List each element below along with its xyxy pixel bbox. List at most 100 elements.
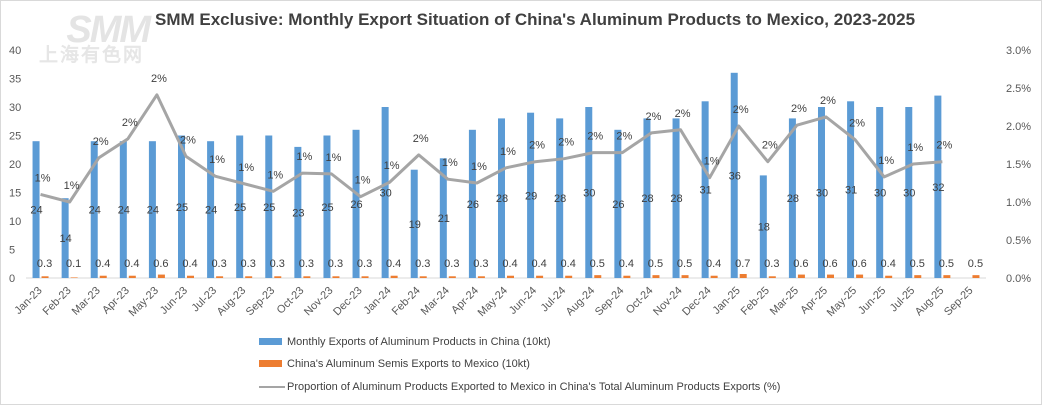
bar-total-exports[interactable]	[148, 141, 156, 278]
bar-mexico-exports[interactable]	[419, 276, 427, 278]
bar-total-exports[interactable]	[439, 158, 447, 278]
bar-total-exports[interactable]	[527, 112, 535, 278]
bar-total-exports[interactable]	[265, 135, 273, 279]
bar-total-exports[interactable]	[119, 141, 127, 278]
label-total-exports: 30	[583, 188, 595, 200]
bar-mexico-exports[interactable]	[856, 274, 864, 278]
bar-mexico-exports[interactable]	[623, 275, 631, 278]
bar-mexico-exports[interactable]	[652, 275, 660, 278]
bar-total-exports[interactable]	[61, 198, 69, 278]
bar-mexico-exports[interactable]	[157, 274, 165, 278]
label-mexico-exports: 0.6	[851, 258, 866, 270]
bar-total-exports[interactable]	[207, 141, 215, 278]
label-mexico-exports: 0.6	[153, 258, 168, 270]
y2-tick-label: 1.0%	[1006, 197, 1031, 209]
bar-total-exports[interactable]	[759, 175, 767, 278]
bar-total-exports[interactable]	[178, 135, 185, 279]
label-total-exports: 25	[234, 202, 246, 214]
bar-mexico-exports[interactable]	[536, 275, 544, 278]
bar-mexico-exports[interactable]	[99, 275, 107, 278]
label-mexico-exports: 0.4	[561, 258, 576, 270]
bar-mexico-exports[interactable]	[914, 275, 922, 278]
bar-mexico-exports[interactable]	[943, 275, 951, 278]
label-mexico-exports: 0.4	[124, 258, 139, 270]
bar-total-exports[interactable]	[32, 141, 40, 278]
bar-mexico-exports[interactable]	[216, 276, 224, 278]
bar-total-exports[interactable]	[643, 118, 651, 279]
bar-total-exports[interactable]	[352, 129, 360, 278]
label-total-exports: 21	[438, 213, 450, 225]
label-mexico-exports: 0.4	[386, 258, 401, 270]
label-mexico-exports: 0.4	[619, 258, 634, 270]
bar-total-exports[interactable]	[556, 118, 564, 279]
bar-total-exports[interactable]	[934, 95, 942, 278]
series-total-exports	[32, 72, 942, 279]
label-total-exports: 26	[467, 199, 479, 211]
bar-mexico-exports[interactable]	[361, 276, 369, 278]
bar-mexico-exports[interactable]	[303, 276, 311, 278]
y-tick-label: 30	[9, 102, 21, 114]
bar-total-exports[interactable]	[876, 107, 884, 278]
x-tick-label: Mar-24	[419, 285, 452, 318]
y-tick-label: 40	[9, 45, 21, 57]
bar-mexico-exports[interactable]	[594, 275, 602, 278]
bar-mexico-exports[interactable]	[710, 275, 718, 278]
bar-mexico-exports[interactable]	[70, 277, 78, 278]
legend-swatch-gray-line	[259, 386, 285, 388]
bar-mexico-exports[interactable]	[972, 275, 980, 278]
bar-mexico-exports[interactable]	[797, 274, 805, 278]
bar-total-exports[interactable]	[818, 107, 825, 278]
bar-total-exports[interactable]	[294, 146, 302, 278]
bar-mexico-exports[interactable]	[274, 276, 282, 278]
bar-total-exports[interactable]	[498, 118, 505, 279]
bar-mexico-exports[interactable]	[681, 275, 689, 278]
bar-total-exports[interactable]	[847, 101, 855, 278]
line-proportion[interactable]	[40, 93, 943, 204]
bar-mexico-exports[interactable]	[128, 275, 136, 278]
bar-total-exports[interactable]	[585, 107, 593, 278]
label-proportion: 2%	[820, 95, 836, 107]
bar-total-exports[interactable]	[90, 141, 98, 278]
bar-total-exports[interactable]	[614, 129, 622, 278]
bar-total-exports[interactable]	[905, 107, 913, 278]
label-total-exports: 30	[903, 188, 915, 200]
label-proportion: 1%	[704, 156, 720, 168]
bar-total-exports[interactable]	[701, 101, 709, 278]
bar-total-exports[interactable]	[468, 129, 476, 278]
bar-mexico-exports[interactable]	[332, 276, 340, 278]
label-mexico-exports: 0.3	[270, 258, 285, 270]
bar-total-exports[interactable]	[410, 169, 418, 278]
bar-total-exports[interactable]	[672, 118, 680, 279]
bar-mexico-exports[interactable]	[477, 276, 485, 278]
bar-mexico-exports[interactable]	[507, 275, 514, 278]
bar-mexico-exports[interactable]	[187, 275, 194, 278]
bar-mexico-exports[interactable]	[41, 276, 49, 278]
bar-total-exports[interactable]	[730, 72, 738, 278]
x-tick-label: Jun-24	[507, 285, 539, 317]
label-total-exports: 24	[205, 205, 217, 217]
bar-total-exports[interactable]	[323, 135, 331, 279]
label-mexico-exports: 0.6	[822, 258, 837, 270]
bar-total-exports[interactable]	[381, 107, 389, 278]
x-tick-label: May-25	[825, 285, 859, 319]
series-proportion	[40, 93, 943, 204]
label-total-exports: 36	[729, 170, 741, 182]
bar-mexico-exports[interactable]	[390, 275, 398, 278]
bar-mexico-exports[interactable]	[885, 275, 893, 278]
label-mexico-exports: 0.5	[968, 258, 983, 270]
logo-brand: SMM	[66, 9, 151, 51]
bar-total-exports[interactable]	[788, 118, 796, 279]
bar-mexico-exports[interactable]	[245, 276, 253, 278]
bar-total-exports[interactable]	[236, 135, 244, 279]
bar-mexico-exports[interactable]	[768, 276, 776, 278]
x-tick-label: Jan-24	[361, 285, 393, 317]
bar-mexico-exports[interactable]	[565, 275, 573, 278]
label-mexico-exports: 0.5	[677, 258, 692, 270]
bar-mexico-exports[interactable]	[739, 274, 747, 278]
label-total-exports: 25	[321, 202, 333, 214]
label-proportion: 1%	[326, 152, 342, 164]
bar-mexico-exports[interactable]	[448, 276, 456, 278]
label-total-exports: 23	[292, 207, 304, 219]
bar-mexico-exports[interactable]	[827, 274, 834, 278]
label-mexico-exports: 0.1	[66, 258, 81, 270]
